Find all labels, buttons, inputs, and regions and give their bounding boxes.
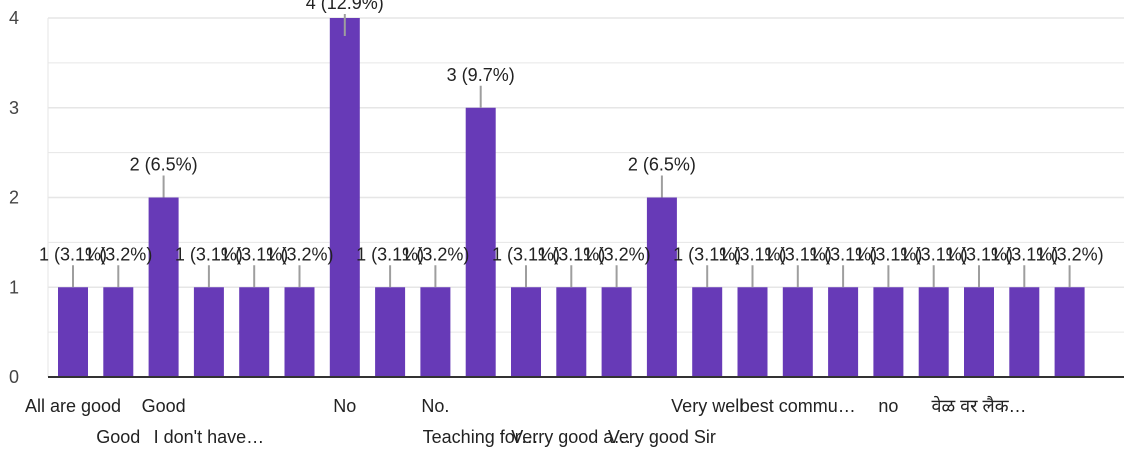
data-label: 1 (3.1%) bbox=[764, 244, 832, 264]
x-tick-label: No. bbox=[421, 396, 449, 416]
data-label: 1 (3.1%) bbox=[175, 244, 243, 264]
x-tick-label: Very good Sir bbox=[608, 427, 716, 447]
data-label: 1 (3.1%) bbox=[39, 244, 107, 264]
data-label: 1 (3.2%) bbox=[1036, 244, 1104, 264]
data-labels: 1 (3.1%)1 (3.2%)2 (6.5%)1 (3.1%)1 (3.1%)… bbox=[39, 0, 1104, 288]
data-label: 1 (3.1%) bbox=[220, 244, 288, 264]
bar bbox=[556, 287, 587, 377]
bar bbox=[465, 107, 496, 377]
data-label: 1 (3.1%) bbox=[854, 244, 922, 264]
bar bbox=[329, 18, 360, 377]
bar bbox=[58, 287, 88, 377]
data-label: 1 (3.1%) bbox=[900, 244, 968, 264]
x-tick-label: Good bbox=[142, 396, 186, 416]
x-tick-label: Verry good a… bbox=[511, 427, 631, 447]
gridlines bbox=[47, 17, 1124, 377]
x-tick-label: I don't have… bbox=[154, 427, 265, 447]
bar bbox=[692, 287, 723, 377]
y-tick-label: 3 bbox=[9, 98, 19, 118]
data-label: 1 (3.2%) bbox=[583, 244, 651, 264]
bar bbox=[103, 287, 134, 377]
bars bbox=[58, 18, 1085, 377]
data-label: 1 (3.2%) bbox=[84, 244, 152, 264]
data-label: 1 (3.2%) bbox=[401, 244, 469, 264]
x-tick-label: no bbox=[878, 396, 898, 416]
y-tick-label: 4 bbox=[9, 8, 19, 28]
bar bbox=[375, 287, 406, 377]
bar bbox=[511, 287, 541, 377]
data-label: 1 (3.1%) bbox=[356, 244, 424, 264]
bar bbox=[284, 287, 315, 377]
data-label: 2 (6.5%) bbox=[130, 155, 198, 175]
bar bbox=[646, 197, 677, 377]
bar bbox=[737, 287, 768, 377]
x-tick-label: Teaching for… bbox=[423, 427, 539, 447]
data-label: 3 (9.7%) bbox=[447, 65, 515, 85]
bar bbox=[239, 287, 270, 377]
bar bbox=[828, 287, 859, 377]
data-label: 1 (3.1%) bbox=[537, 244, 605, 264]
bar bbox=[193, 287, 224, 377]
y-tick-label: 1 bbox=[9, 277, 19, 297]
bar bbox=[918, 287, 949, 377]
x-tick-label: वेळ वर लैक… bbox=[931, 395, 1026, 416]
bar bbox=[964, 287, 994, 377]
data-label: 1 (3.1%) bbox=[990, 244, 1058, 264]
bar bbox=[873, 287, 904, 377]
x-tick-label: Good bbox=[96, 427, 140, 447]
data-label: 2 (6.5%) bbox=[628, 155, 696, 175]
data-label: 1 (3.1%) bbox=[809, 244, 877, 264]
x-tick-label: best commu… bbox=[740, 396, 856, 416]
bar bbox=[420, 287, 451, 377]
bar bbox=[782, 287, 813, 377]
y-axis-ticks: 0 1 2 3 4 bbox=[9, 8, 19, 387]
data-label: 1 (3.1%) bbox=[492, 244, 560, 264]
bar bbox=[1009, 287, 1040, 377]
bar bbox=[148, 197, 179, 377]
data-label: 1 (3.1%) bbox=[945, 244, 1013, 264]
data-label: 1 (3.1%) bbox=[673, 244, 741, 264]
bar bbox=[1054, 287, 1085, 377]
x-tick-label: Very well bbox=[671, 396, 743, 416]
bar bbox=[601, 287, 632, 377]
data-label: 4 (12.9%) bbox=[306, 0, 384, 13]
data-label: 1 (3.1%) bbox=[718, 244, 786, 264]
y-tick-label: 2 bbox=[9, 188, 19, 208]
x-tick-label: No bbox=[333, 396, 356, 416]
x-tick-label: All are good bbox=[25, 396, 121, 416]
data-label: 1 (3.2%) bbox=[265, 244, 333, 264]
y-tick-label: 0 bbox=[9, 367, 19, 387]
